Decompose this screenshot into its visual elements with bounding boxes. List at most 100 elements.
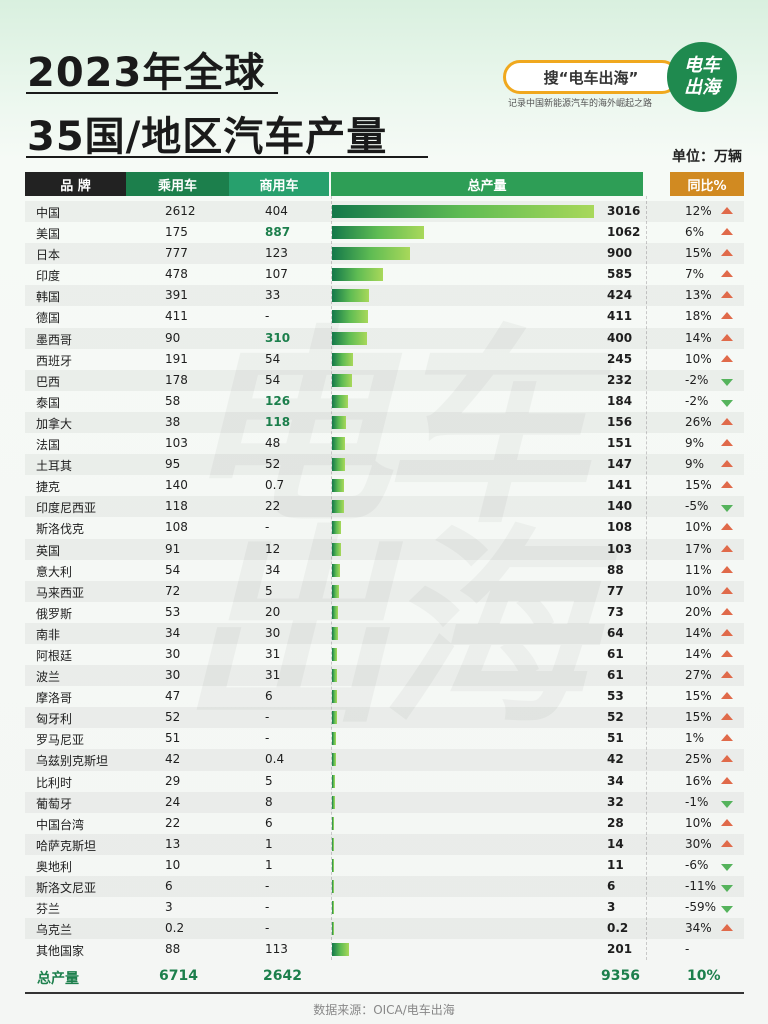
row-passenger: 191 [165, 351, 188, 366]
row-commercial: - [265, 710, 270, 725]
arrow-up-icon [721, 924, 733, 932]
row-name: 匈牙利 [36, 712, 73, 727]
row-yoy: 7% [685, 267, 705, 282]
row-commercial: - [265, 520, 270, 535]
row-commercial: - [265, 921, 270, 936]
total-bar [332, 605, 339, 619]
row-name: 加拿大 [36, 416, 73, 431]
table-row: 意大利 54 34 88 11% [25, 560, 744, 581]
row-passenger: 42 [165, 752, 181, 767]
row-commercial: - [265, 900, 270, 915]
row-yoy: 14% [685, 625, 712, 640]
total-bar [332, 521, 342, 535]
row-passenger: 140 [165, 478, 188, 493]
arrow-up-icon [721, 460, 733, 468]
row-passenger: 90 [165, 330, 181, 345]
row-passenger: 478 [165, 267, 188, 282]
total-bar [332, 626, 338, 640]
row-commercial: 48 [265, 436, 281, 451]
row-passenger: 51 [165, 731, 181, 746]
table-row: 波兰 30 31 61 27% [25, 665, 744, 687]
row-total: 400 [607, 330, 633, 345]
total-bar [332, 690, 337, 704]
table-row: 泰国 58 126 184 -2% [25, 391, 744, 412]
row-total: 64 [607, 625, 624, 640]
arrow-up-icon [721, 417, 733, 425]
row-total: 3016 [607, 204, 641, 218]
row-passenger: 2612 [165, 204, 196, 218]
row-yoy: -6% [685, 857, 709, 872]
row-total: 151 [607, 436, 633, 451]
row-name: 韩国 [36, 290, 61, 305]
row-yoy: 20% [685, 604, 712, 619]
total-yoy: 10% [687, 968, 721, 984]
title-underline-2 [26, 156, 428, 158]
arrow-up-icon [721, 523, 733, 531]
total-bar [332, 858, 334, 872]
table-row: 罗马尼亚 51 - 51 1% [25, 728, 744, 749]
row-total: 52 [607, 710, 624, 725]
row-name: 巴西 [36, 374, 61, 389]
arrow-up-icon [721, 818, 733, 826]
table-row: 乌兹别克斯坦 42 0.4 42 25% [25, 749, 744, 771]
table-row: 俄罗斯 53 20 73 20% [25, 602, 744, 623]
row-name: 日本 [36, 248, 61, 263]
row-total: 411 [607, 309, 633, 324]
row-name: 英国 [36, 543, 61, 558]
row-total: 232 [607, 372, 633, 387]
row-name: 斯洛文尼亚 [36, 881, 97, 895]
row-passenger: 22 [165, 815, 181, 830]
row-yoy: 15% [685, 710, 712, 725]
total-bar [332, 310, 368, 324]
arrow-down-icon [721, 906, 733, 914]
row-name: 意大利 [36, 564, 73, 579]
data-table: 中国 2612 404 3016 12% 美国 175 887 1062 6% 日本 777 123 90… [25, 201, 744, 960]
table-row: 奥地利 10 1 11 -6% [25, 855, 744, 876]
arrow-down-icon [721, 378, 733, 386]
row-total: 42 [607, 752, 624, 767]
brand-logo: 电车 出海 [667, 42, 737, 112]
table-row: 乌克兰 0.2 - 0.2 34% [25, 918, 744, 940]
total-bar [332, 415, 346, 429]
arrow-up-icon [721, 207, 733, 214]
row-name: 中国台湾 [36, 817, 85, 832]
arrow-up-icon [721, 544, 733, 552]
table-row: 斯洛文尼亚 6 - 6 -11% [25, 876, 744, 898]
arrow-up-icon [721, 228, 733, 236]
row-total: 0.2 [607, 921, 629, 936]
table-row: 西班牙 191 54 245 10% [25, 349, 744, 370]
row-name: 芬兰 [36, 902, 61, 917]
row-passenger: 6 [165, 879, 173, 893]
row-commercial: 1 [265, 836, 273, 851]
row-name: 印度尼西亚 [36, 501, 97, 516]
table-row: 匈牙利 52 - 52 15% [25, 707, 744, 729]
row-passenger: 53 [165, 604, 181, 619]
table-row: 阿根廷 30 31 61 14% [25, 644, 744, 665]
table-row: 中国台湾 22 6 28 10% [25, 813, 744, 834]
row-name: 南非 [36, 627, 61, 642]
logo-line-1: 电车 [684, 55, 720, 76]
row-yoy: 27% [685, 668, 712, 683]
row-commercial: 118 [265, 414, 291, 429]
row-total: 14 [607, 836, 624, 851]
arrow-up-icon [721, 312, 733, 320]
row-name: 土耳其 [36, 459, 73, 474]
row-yoy: -2% [685, 372, 709, 387]
table-row: 斯洛伐克 108 - 108 10% [25, 517, 744, 538]
table-row: 捷克 140 0.7 141 15% [25, 475, 744, 496]
row-yoy: 1% [685, 731, 705, 746]
row-yoy: 14% [685, 646, 712, 661]
table-row: 美国 175 887 1062 6% [25, 222, 744, 243]
total-bar [332, 289, 369, 303]
arrow-up-icon [721, 333, 733, 341]
row-passenger: 178 [165, 372, 188, 387]
col-header-total: 总产量 [331, 172, 643, 196]
title-underline-1 [26, 92, 278, 94]
arrow-up-icon [721, 692, 733, 700]
row-name: 泰国 [36, 395, 61, 410]
table-row: 哈萨克斯坦 13 1 14 30% [25, 833, 744, 855]
row-passenger: 0.2 [165, 921, 185, 936]
total-bar [332, 669, 338, 683]
row-commercial: 113 [265, 942, 288, 957]
total-bar [332, 943, 350, 957]
